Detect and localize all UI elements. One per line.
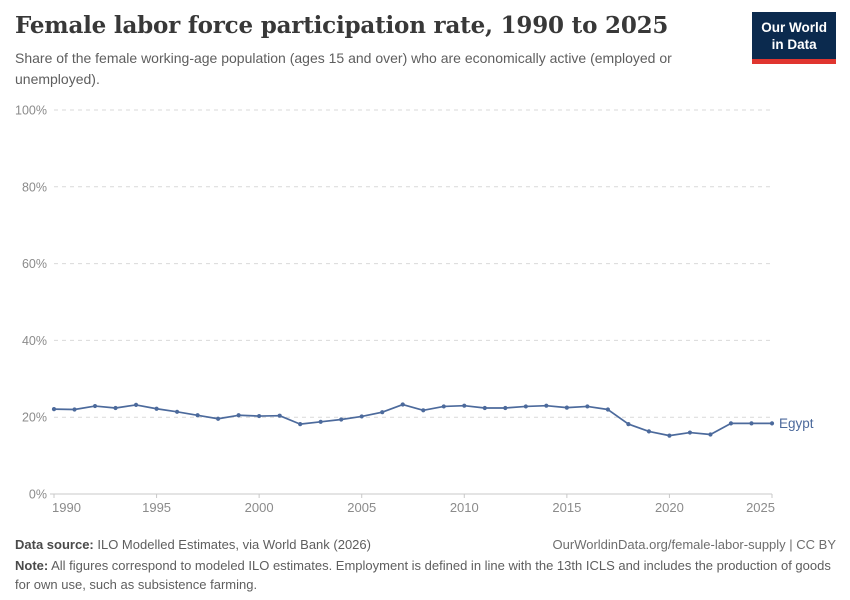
data-point: [298, 422, 303, 427]
data-point: [503, 405, 508, 411]
data-point: [728, 421, 734, 426]
chart-header: Female labor force participation rate, 1…: [15, 12, 836, 90]
data-point: [646, 429, 652, 434]
x-tick-label-2010: 2010: [450, 500, 479, 515]
data-point: [749, 421, 754, 426]
data-point: [523, 404, 528, 409]
y-tick-label-80: 80%: [22, 180, 47, 194]
data-point: [51, 407, 57, 412]
y-tick-label-20: 20%: [22, 411, 47, 425]
chart-title: Female labor force participation rate, 1…: [15, 12, 669, 39]
data-point: [174, 409, 180, 414]
data-point: [236, 413, 241, 418]
y-tick-label-60: 60%: [22, 257, 47, 271]
data-point: [421, 408, 426, 413]
data-source-text: ILO Modelled Estimates, via World Bank (…: [93, 537, 371, 553]
footer-note: Note: All figures correspond to modeled …: [15, 557, 836, 594]
data-point: [277, 413, 282, 418]
data-point: [195, 413, 200, 418]
data-point: [133, 402, 139, 408]
line-chart: 0% 20% 40% 60% 80% 100% 1990 1995 2000 2005 2010 20…: [0, 95, 850, 525]
data-point: [769, 421, 775, 426]
x-tick-label-2015: 2015: [552, 500, 581, 515]
data-point: [544, 403, 549, 408]
data-point: [585, 404, 590, 409]
data-point: [626, 422, 631, 427]
footer-note-label: Note:: [15, 558, 49, 574]
series-line-egypt: [53, 403, 772, 437]
data-point: [400, 402, 405, 407]
attribution-link[interactable]: OurWorldinData.org/female-labor-supply |…: [552, 537, 836, 553]
data-point: [113, 405, 118, 411]
x-tick-label-1990: 1990: [52, 500, 81, 515]
data-point: [441, 404, 446, 409]
data-point: [462, 403, 467, 408]
data-point: [708, 432, 713, 437]
x-tick-label-2020: 2020: [655, 500, 684, 515]
data-point: [564, 405, 569, 410]
x-tick-label-1995: 1995: [142, 500, 171, 515]
data-point: [482, 405, 487, 411]
data-source-label: Data source:: [15, 537, 94, 553]
data-point: [667, 433, 672, 438]
data-source: Data source: ILO Modelled Estimates, via…: [15, 537, 371, 552]
owid-logo-line1: Our World: [761, 20, 827, 35]
line-chart-svg: 0% 20% 40% 60% 80% 100% 1990 1995 2000 2005 2010 20…: [15, 104, 814, 516]
data-point: [318, 419, 323, 424]
y-tick-label-0: 0%: [29, 488, 47, 502]
footer-note-text: All figures correspond to modeled ILO es…: [15, 558, 831, 592]
x-tick-label-2025: 2025: [746, 500, 775, 515]
y-tick-label-100: 100%: [15, 104, 47, 118]
source-row: Data source: ILO Modelled Estimates, via…: [15, 537, 836, 552]
data-point: [72, 407, 77, 412]
data-point: [605, 407, 610, 412]
data-point: [257, 413, 262, 419]
data-point: [339, 417, 344, 422]
owid-logo-line2: in Data: [771, 37, 817, 53]
data-point: [359, 414, 364, 419]
data-point: [687, 430, 693, 435]
data-point: [92, 403, 98, 409]
data-point: [154, 406, 159, 411]
y-tick-label-40: 40%: [22, 334, 47, 348]
data-point: [216, 416, 221, 421]
data-point: [380, 410, 385, 415]
x-tick-label-2000: 2000: [245, 500, 274, 515]
x-tick-label-2005: 2005: [347, 500, 376, 515]
chart-subtitle: Share of the female working-age populati…: [15, 50, 672, 87]
chart-footer: Data source: ILO Modelled Estimates, via…: [15, 537, 836, 594]
series-label-egypt: Egypt: [779, 416, 814, 431]
owid-logo[interactable]: Our World in Data: [752, 12, 836, 64]
